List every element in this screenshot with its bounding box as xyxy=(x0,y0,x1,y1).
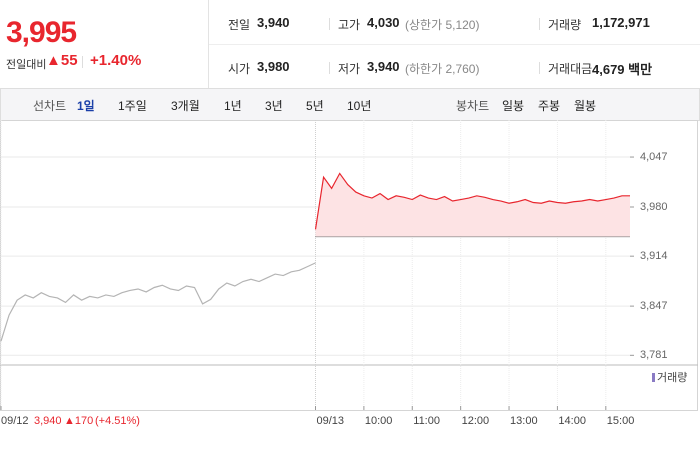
stat-note: (하한가 2,760) xyxy=(405,62,480,76)
x-tick-label: 12:00 xyxy=(462,415,490,427)
stat-label: 저가 xyxy=(338,62,361,76)
area xyxy=(315,173,630,237)
stat-label: 전일 xyxy=(228,18,251,32)
tab[interactable]: 3년 xyxy=(265,99,283,113)
change: ▲55 xyxy=(46,52,78,69)
tab[interactable]: 1일 xyxy=(77,99,95,113)
x-tick-label: 09/12 xyxy=(1,415,29,427)
stat-value: 3,940 xyxy=(367,59,400,74)
tab[interactable]: 1년 xyxy=(224,99,242,113)
volume-legend: 거래량 xyxy=(657,371,687,384)
volume-legend-swatch xyxy=(652,373,655,382)
price: 3,995 xyxy=(6,16,77,49)
tab[interactable]: 월봉 xyxy=(574,99,597,113)
chart: 4,047 3,980 3,914 3,847 3,781 09/12 09/13 10:00… xyxy=(0,120,698,427)
stat-value: 4,030 xyxy=(367,15,400,30)
separator xyxy=(329,62,330,74)
y-tick-label: 3,847 xyxy=(640,300,668,312)
stat-value: 3,940 xyxy=(257,15,290,30)
row-divider xyxy=(209,44,700,45)
y-tick-label: 3,781 xyxy=(640,349,668,361)
x-tick-label: 15:00 xyxy=(607,415,635,427)
x-tick-label: 10:00 xyxy=(365,415,393,427)
info-price: 3,940 xyxy=(34,415,62,427)
x-tick-label: 13:00 xyxy=(510,415,538,427)
tab[interactable]: 일봉 xyxy=(502,99,525,113)
separator xyxy=(329,18,330,30)
x-tick-label: 09/13 xyxy=(317,415,345,427)
stat-value: 4,679 백만 xyxy=(592,62,653,77)
stat-value: 1,172,971 xyxy=(592,15,650,30)
stat-value: 3,980 xyxy=(257,59,290,74)
line xyxy=(0,262,316,342)
stats: 전일 3,940 고가 4,030 (상한가 5,120) 거래량 1,172,971 시가 3… xyxy=(209,0,700,88)
tab[interactable]: 1주일 xyxy=(118,99,147,113)
tab-group-label: 선차트 xyxy=(33,99,67,113)
separator xyxy=(539,62,540,74)
change-label: 전일대비 xyxy=(6,59,47,71)
tab[interactable]: 5년 xyxy=(306,99,324,113)
stat-label: 시가 xyxy=(228,62,251,76)
x-tick-label: 14:00 xyxy=(558,415,586,427)
stat-label: 거래대금 xyxy=(548,62,593,76)
info-change: ▲170 xyxy=(64,415,93,427)
tab[interactable]: 3개월 xyxy=(171,99,200,113)
y-tick-label: 3,914 xyxy=(640,250,668,262)
plot-frame xyxy=(0,120,698,411)
stat-label: 고가 xyxy=(338,18,361,32)
tab[interactable]: 주봉 xyxy=(538,99,561,113)
info-change-pct: (+4.51%) xyxy=(95,415,140,427)
x-tick-label: 11:00 xyxy=(413,415,440,427)
y-tick-label: 4,047 xyxy=(640,151,668,163)
tab[interactable]: 10년 xyxy=(347,99,372,113)
stat-note: (상한가 5,120) xyxy=(405,18,480,32)
line xyxy=(314,172,630,230)
change-pct: +1.40% xyxy=(90,52,142,69)
quote-box: 3,995 전일대비 ▲55 +1.40% xyxy=(0,0,209,88)
tab-group-label: 봉차트 xyxy=(456,99,490,113)
tab-bar: 선차트 1일 1주일 3개월 1년 3년 5년 10년 봉차트 일봉 주봉 월봉 xyxy=(0,88,700,121)
stat-label: 거래량 xyxy=(548,18,582,32)
y-tick-label: 3,980 xyxy=(640,201,668,213)
separator xyxy=(539,18,540,30)
